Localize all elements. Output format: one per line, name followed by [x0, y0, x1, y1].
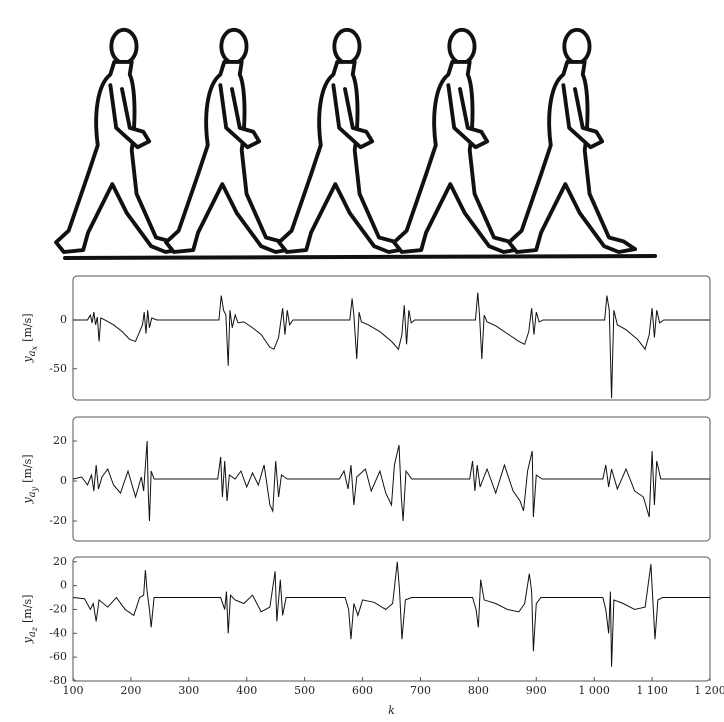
- y-tick-label: 20: [53, 555, 67, 568]
- walker: [392, 27, 523, 254]
- walker: [164, 27, 295, 254]
- panel-frame: [72, 556, 711, 682]
- y-label-part: a: [27, 491, 38, 497]
- x-tick-label: 900: [526, 684, 547, 697]
- y-tick-label: 20: [53, 434, 67, 447]
- signal-line: [73, 440, 710, 522]
- x-tick-label: 1 100: [636, 684, 668, 697]
- y-axis-label: yax [m/s]: [21, 313, 39, 363]
- y-label-part: y: [21, 636, 34, 644]
- y-axis-label: yay [m/s]: [21, 454, 39, 504]
- x-tick-label: 500: [294, 684, 315, 697]
- y-label-part: a: [27, 350, 38, 356]
- y-label-part: [m/s]: [21, 595, 34, 623]
- x-tick-label: 1 000: [578, 684, 610, 697]
- signal-line: [73, 561, 710, 667]
- y-label-part: y: [30, 486, 39, 492]
- y-tick-label: -40: [49, 626, 67, 639]
- panel: 20 0 -20 yay [m/s]: [21, 416, 711, 542]
- y-label-part: z: [30, 626, 39, 632]
- y-tick-label: 0: [60, 579, 67, 592]
- x-tick-label: 1 200: [694, 684, 724, 697]
- y-label-part: y: [21, 356, 34, 364]
- walker: [507, 27, 638, 254]
- y-label-part: [m/s]: [21, 313, 34, 341]
- x-tick-label: 800: [468, 684, 489, 697]
- y-tick-label: 0: [60, 313, 67, 326]
- x-tick-label: 200: [120, 684, 141, 697]
- x-axis-label: k: [388, 704, 395, 717]
- walker: [277, 27, 408, 254]
- y-label-part: x: [30, 345, 39, 350]
- x-tick-label: 100: [63, 684, 84, 697]
- panel: 0 -50 yax [m/s]: [21, 275, 711, 401]
- ground-line: [63, 254, 657, 260]
- y-label-part: [m/s]: [21, 454, 34, 482]
- walking-figures: [54, 27, 657, 260]
- x-tick-label: 400: [236, 684, 257, 697]
- panel-frame: [72, 275, 711, 401]
- x-tick-label: 300: [178, 684, 199, 697]
- x-tick-label: 700: [410, 684, 431, 697]
- y-tick-label: 0: [60, 474, 67, 487]
- y-tick-label: -20: [49, 602, 67, 615]
- y-label-part: a: [27, 631, 38, 637]
- walker: [54, 27, 185, 254]
- signal-line: [73, 292, 710, 399]
- y-tick-label: -80: [49, 674, 67, 687]
- y-label-part: y: [21, 497, 34, 505]
- x-tick-label: 600: [352, 684, 373, 697]
- y-tick-label: -50: [49, 362, 67, 375]
- y-tick-label: -60: [49, 650, 67, 663]
- y-tick-label: -20: [49, 514, 67, 527]
- y-axis-label: yaz [m/s]: [21, 595, 39, 645]
